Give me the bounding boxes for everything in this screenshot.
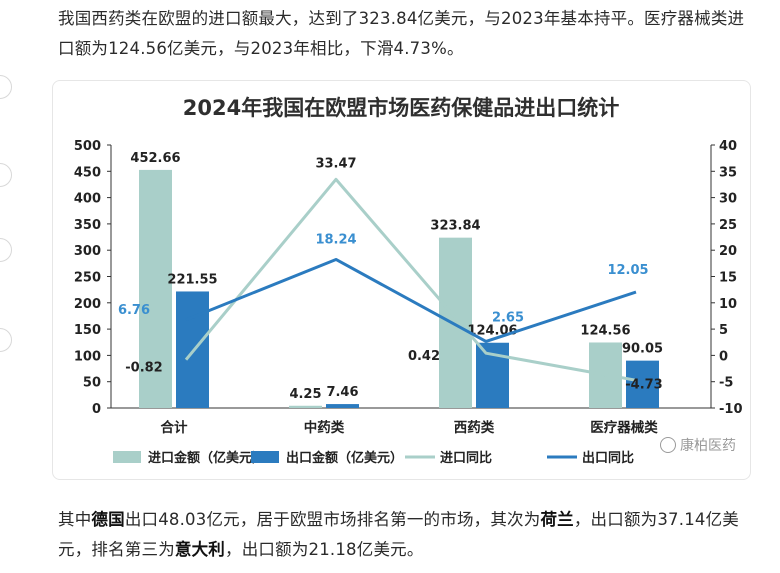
bar-value-label: 124.56 xyxy=(580,323,630,338)
bar-export xyxy=(326,404,359,408)
line-export-yoy xyxy=(185,257,637,343)
watermark-text: 康柏医药 xyxy=(680,438,736,454)
bar-import xyxy=(139,169,172,408)
y-right-tick-label: 40 xyxy=(719,139,737,154)
legend-label: 进口金额（亿美元） xyxy=(148,450,265,466)
x-tick-label: 中药类 xyxy=(304,419,345,436)
y-left-tick-label: 300 xyxy=(74,244,101,259)
bar-export xyxy=(626,360,659,408)
chart-card: 2024年我国在欧盟市场医药保健品进出口统计 0 50 100 150 200 250 300… xyxy=(52,80,751,480)
text: ，出口额为37.14亿美元，排名第三为 xyxy=(58,510,739,559)
line-export-yoy-label: 18.24 xyxy=(315,232,356,247)
y-right-tick-label: -5 xyxy=(719,376,733,391)
y-left-tick-label: 350 xyxy=(74,218,101,233)
legend-swatch-bar xyxy=(113,451,141,463)
text: 出口48.03亿元，居于欧盟市场排名第一的市场，其次为 xyxy=(124,510,541,529)
y-left-tick-label: 50 xyxy=(83,376,101,391)
country-germany: 德国 xyxy=(91,510,125,529)
y-right-tick-label: 0 xyxy=(719,349,728,364)
y-right-tick-label: 25 xyxy=(719,218,737,233)
y-right-tick-label: 30 xyxy=(719,192,737,207)
watermark-icon xyxy=(660,437,676,453)
rail-bubble[interactable] xyxy=(0,328,12,352)
bar-export xyxy=(476,342,509,408)
article-paragraph-bottom: 其中德国出口48.03亿元，居于欧盟市场排名第一的市场，其次为荷兰，出口额为37… xyxy=(58,505,748,565)
rail-bubble[interactable] xyxy=(0,163,12,187)
watermark: 康柏医药 xyxy=(660,435,736,455)
bar-value-label: 452.66 xyxy=(130,151,180,166)
y-right-tick-label: 15 xyxy=(719,271,737,286)
bar-value-label: 4.25 xyxy=(289,387,321,402)
line-export-yoy-label: 12.05 xyxy=(607,263,648,278)
y-left-tick-label: 200 xyxy=(74,297,101,312)
y-left-tick-label: 450 xyxy=(74,165,101,180)
legend-label: 进口同比 xyxy=(440,450,492,466)
y-right-tick-label: 20 xyxy=(719,244,737,259)
y-right-tick-label: 35 xyxy=(719,165,737,180)
rail-bubble[interactable] xyxy=(0,75,12,99)
y-left-tick-label: 500 xyxy=(74,139,101,154)
line-import-yoy xyxy=(184,177,637,382)
bar-import xyxy=(289,405,322,408)
x-tick-label: 合计 xyxy=(161,419,188,436)
country-netherlands: 荷兰 xyxy=(540,510,574,529)
rail-bubble[interactable] xyxy=(0,238,12,262)
y-left-tick-label: 150 xyxy=(74,323,101,338)
chart-title: 2024年我国在欧盟市场医药保健品进出口统计 xyxy=(183,96,619,120)
line-export-yoy-label: 6.76 xyxy=(118,303,150,318)
text: ，出口额为21.18亿美元。 xyxy=(225,540,424,559)
bar-value-label: 7.46 xyxy=(326,385,358,400)
y-left-tick-label: 250 xyxy=(74,271,101,286)
x-tick-label: 医疗器械类 xyxy=(590,419,658,436)
bar-value-label: 90.05 xyxy=(622,342,663,357)
legend-label: 出口同比 xyxy=(582,450,634,466)
chart-svg: 2024年我国在欧盟市场医药保健品进出口统计050100150200250300… xyxy=(74,96,743,466)
bar-import xyxy=(439,237,472,408)
y-right-tick-label: -10 xyxy=(719,402,743,417)
line-import-yoy-label: 33.47 xyxy=(315,156,356,171)
line-import-yoy-label: 0.42 xyxy=(408,349,440,364)
y-left-tick-label: 100 xyxy=(74,349,101,364)
line-import-yoy-label: -4.73 xyxy=(625,377,662,392)
bar-value-label: 221.55 xyxy=(167,272,217,287)
y-right-tick-label: 10 xyxy=(719,297,737,312)
article-paragraph-top: 我国西药类在欧盟的进口额最大，达到了323.84亿美元，与2023年基本持平。医… xyxy=(58,9,745,58)
left-rail xyxy=(0,0,14,573)
line-export-yoy-label: 2.65 xyxy=(492,310,524,325)
y-left-tick-label: 400 xyxy=(74,192,101,207)
line-import-yoy-label: -0.82 xyxy=(125,361,162,376)
legend-swatch-bar xyxy=(251,451,279,463)
legend-label: 出口金额（亿美元） xyxy=(286,450,403,466)
bar-value-label: 323.84 xyxy=(430,219,480,234)
country-italy: 意大利 xyxy=(174,540,226,559)
y-right-tick-label: 5 xyxy=(719,323,728,338)
text: 其中 xyxy=(58,510,92,529)
x-tick-label: 西药类 xyxy=(454,419,495,436)
y-left-tick-label: 0 xyxy=(92,402,101,417)
